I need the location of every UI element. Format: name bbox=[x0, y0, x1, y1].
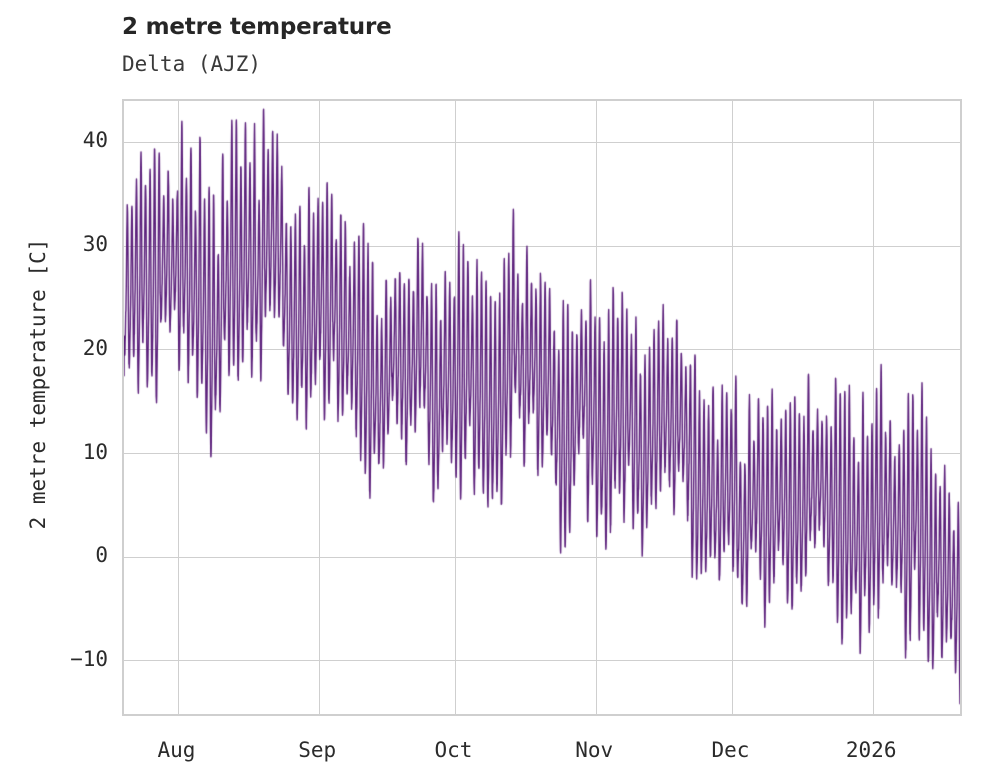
y-tick-label: 20 bbox=[82, 335, 108, 360]
temperature-series-canvas bbox=[124, 101, 960, 714]
x-tick-label: Sep bbox=[298, 738, 337, 762]
page-title: 2 metre temperature bbox=[122, 14, 392, 40]
x-tick-label: Dec bbox=[711, 738, 750, 762]
y-tick-label: 0 bbox=[95, 543, 108, 568]
y-axis-tick-labels: 40 30 20 10 0 −10 bbox=[0, 0, 108, 782]
x-tick-label: Aug bbox=[157, 738, 196, 762]
y-tick-label: −10 bbox=[70, 646, 108, 671]
x-tick-label: 2026 bbox=[845, 738, 897, 762]
chart-subtitle: Delta (AJZ) bbox=[122, 52, 262, 76]
x-tick-label: Nov bbox=[575, 738, 614, 762]
y-tick-label: 10 bbox=[82, 439, 108, 464]
x-tick-label: Oct bbox=[434, 738, 473, 762]
y-tick-label: 30 bbox=[82, 232, 108, 257]
y-tick-label: 40 bbox=[82, 128, 108, 153]
plot-area bbox=[122, 99, 962, 716]
